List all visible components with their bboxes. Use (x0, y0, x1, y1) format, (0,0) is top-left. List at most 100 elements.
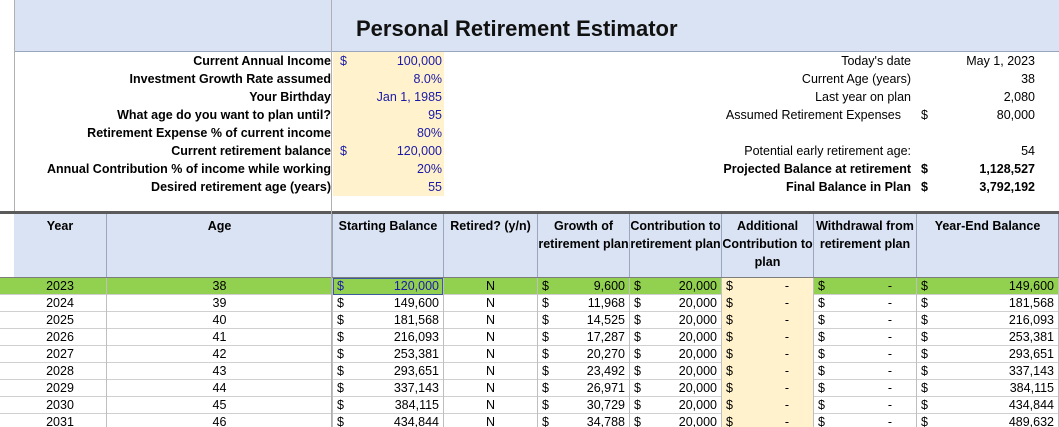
cell-withdrawal[interactable]: $ - (814, 329, 917, 346)
cell-start[interactable]: $120,000 (333, 278, 444, 295)
cell-end[interactable]: $384,115 (917, 380, 1059, 397)
cell-year[interactable]: 2026 (14, 329, 107, 346)
cell-age[interactable]: 45 (107, 397, 333, 414)
header-starting-balance[interactable]: Starting Balance (333, 214, 444, 277)
cell-end[interactable]: $434,844 (917, 397, 1059, 414)
cell-start[interactable]: $216,093 (333, 329, 444, 346)
cell-start[interactable]: $253,381 (333, 346, 444, 363)
cell-withdrawal[interactable]: $ - (814, 312, 917, 329)
cell-year[interactable]: 2029 (14, 380, 107, 397)
cell-growth[interactable]: $34,788 (538, 414, 630, 427)
header-additional[interactable]: Additional Contribution to plan (722, 214, 814, 277)
cell-end[interactable]: $149,600 (917, 278, 1059, 295)
cell-year[interactable]: 2028 (14, 363, 107, 380)
cell-additional[interactable]: $ - (722, 363, 814, 380)
cell-value: - (887, 330, 892, 344)
cell-retired[interactable]: N (444, 414, 538, 427)
cell-retired[interactable]: N (444, 278, 538, 295)
cell-contrib[interactable]: $20,000 (630, 278, 722, 295)
cell-end[interactable]: $293,651 (917, 346, 1059, 363)
cell-start[interactable]: $337,143 (333, 380, 444, 397)
cell-year[interactable]: 2025 (14, 312, 107, 329)
cell-growth[interactable]: $26,971 (538, 380, 630, 397)
cell-end[interactable]: $337,143 (917, 363, 1059, 380)
cell-growth[interactable]: $14,525 (538, 312, 630, 329)
cell-additional[interactable]: $ - (722, 329, 814, 346)
contribution-pct-cell[interactable]: 20% (416, 162, 442, 176)
cell-age[interactable]: 42 (107, 346, 333, 363)
cell-growth[interactable]: $9,600 (538, 278, 630, 295)
cell-year[interactable]: 2024 (14, 295, 107, 312)
header-growth[interactable]: Growth of retirement plan (538, 214, 630, 277)
cell-end[interactable]: $489,632 (917, 414, 1059, 427)
left-border (14, 0, 15, 212)
header-age[interactable]: Age (107, 214, 333, 277)
cell-additional[interactable]: $ - (722, 397, 814, 414)
cell-year[interactable]: 2031 (14, 414, 107, 427)
retirement-age-cell[interactable]: 55 (428, 180, 442, 194)
cell-end[interactable]: $181,568 (917, 295, 1059, 312)
cell-contrib[interactable]: $20,000 (630, 397, 722, 414)
cell-age[interactable]: 44 (107, 380, 333, 397)
header-year-end[interactable]: Year-End Balance (917, 214, 1059, 277)
expense-pct-cell[interactable]: 80% (416, 126, 442, 140)
cell-start[interactable]: $293,651 (333, 363, 444, 380)
cell-retired[interactable]: N (444, 346, 538, 363)
cell-additional[interactable]: $ - (722, 295, 814, 312)
cell-additional[interactable]: $ - (722, 414, 814, 427)
cell-retired[interactable]: N (444, 363, 538, 380)
cell-age[interactable]: 39 (107, 295, 333, 312)
cell-additional[interactable]: $ - (722, 312, 814, 329)
cell-contrib[interactable]: $20,000 (630, 312, 722, 329)
header-withdrawal[interactable]: Withdrawal from retirement plan (814, 214, 917, 277)
cell-age[interactable]: 41 (107, 329, 333, 346)
cell-withdrawal[interactable]: $ - (814, 397, 917, 414)
plan-age-cell[interactable]: 95 (428, 108, 442, 122)
cell-start[interactable]: $434,844 (333, 414, 444, 427)
cell-age[interactable]: 38 (107, 278, 333, 295)
cell-end[interactable]: $253,381 (917, 329, 1059, 346)
cell-contrib[interactable]: $20,000 (630, 414, 722, 427)
cell-age[interactable]: 46 (107, 414, 333, 427)
cell-additional[interactable]: $ - (722, 380, 814, 397)
cell-retired[interactable]: N (444, 295, 538, 312)
cell-retired[interactable]: N (444, 312, 538, 329)
growth-rate-cell[interactable]: 8.0% (413, 72, 443, 86)
cell-age[interactable]: 43 (107, 363, 333, 380)
birthday-cell[interactable]: Jan 1, 1985 (376, 90, 442, 104)
cell-retired[interactable]: N (444, 397, 538, 414)
cell-contrib[interactable]: $20,000 (630, 363, 722, 380)
header-contribution[interactable]: Contribution to retirement plan (630, 214, 722, 277)
header-retired[interactable]: Retired? (y/n) (444, 214, 538, 277)
cell-withdrawal[interactable]: $ - (814, 363, 917, 380)
cell-contrib[interactable]: $20,000 (630, 329, 722, 346)
cell-retired[interactable]: N (444, 329, 538, 346)
cell-withdrawal[interactable]: $ - (814, 414, 917, 427)
cell-growth[interactable]: $23,492 (538, 363, 630, 380)
cell-year[interactable]: 2023 (14, 278, 107, 295)
cell-year[interactable]: 2030 (14, 397, 107, 414)
cell-growth[interactable]: $17,287 (538, 329, 630, 346)
cell-growth[interactable]: $11,968 (538, 295, 630, 312)
cell-start[interactable]: $181,568 (333, 312, 444, 329)
cell-withdrawal[interactable]: $ - (814, 295, 917, 312)
cell-contrib[interactable]: $20,000 (630, 380, 722, 397)
current-balance-cell[interactable]: 120,000 (396, 144, 442, 158)
cell-start[interactable]: $384,115 (333, 397, 444, 414)
cell-age[interactable]: 40 (107, 312, 333, 329)
cell-growth[interactable]: $20,270 (538, 346, 630, 363)
cell-additional[interactable]: $ - (722, 278, 814, 295)
cell-withdrawal[interactable]: $ - (814, 380, 917, 397)
cell-contrib[interactable]: $20,000 (630, 346, 722, 363)
cell-retired[interactable]: N (444, 380, 538, 397)
cell-start[interactable]: $149,600 (333, 295, 444, 312)
current-income-cell[interactable]: 100,000 (396, 54, 442, 68)
cell-withdrawal[interactable]: $ - (814, 278, 917, 295)
cell-withdrawal[interactable]: $ - (814, 346, 917, 363)
cell-additional[interactable]: $ - (722, 346, 814, 363)
cell-growth[interactable]: $30,729 (538, 397, 630, 414)
header-year[interactable]: Year (14, 214, 107, 277)
cell-contrib[interactable]: $20,000 (630, 295, 722, 312)
cell-year[interactable]: 2027 (14, 346, 107, 363)
cell-end[interactable]: $216,093 (917, 312, 1059, 329)
